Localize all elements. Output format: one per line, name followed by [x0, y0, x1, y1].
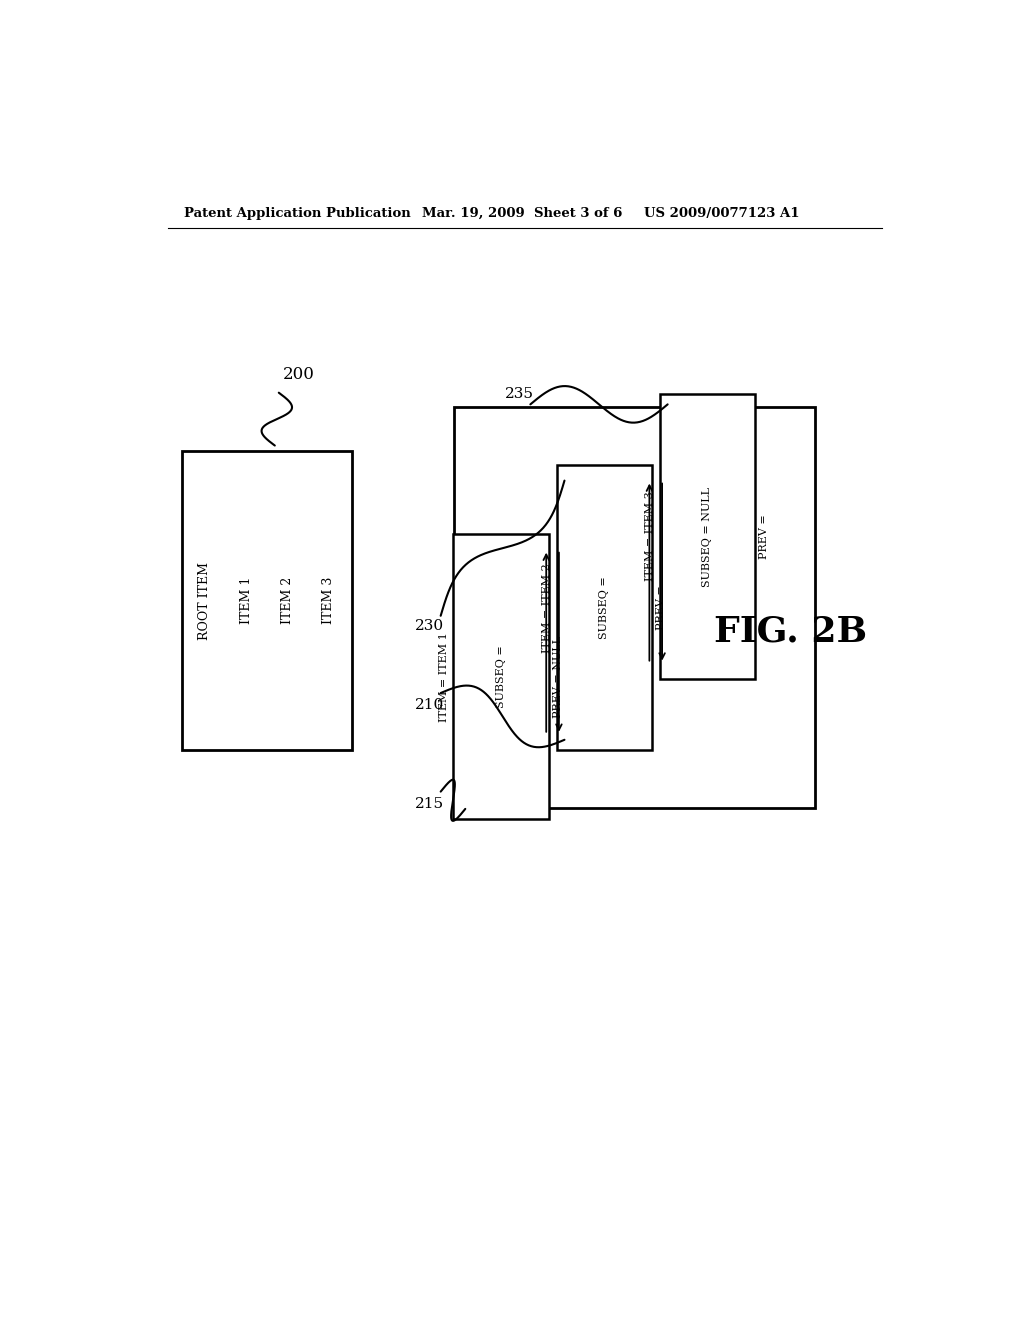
Bar [181, 450, 352, 751]
Bar [454, 407, 815, 808]
Text: ITEM 3: ITEM 3 [323, 577, 335, 624]
Bar [557, 466, 652, 750]
Text: ITEM 1: ITEM 1 [240, 577, 253, 624]
Text: 210: 210 [416, 698, 444, 713]
Text: SUBSEQ =: SUBSEQ = [496, 645, 506, 708]
Text: ITEM = ITEM 2: ITEM = ITEM 2 [542, 562, 552, 652]
Text: Mar. 19, 2009  Sheet 3 of 6: Mar. 19, 2009 Sheet 3 of 6 [422, 207, 622, 220]
Text: US 2009/0077123 A1: US 2009/0077123 A1 [644, 207, 800, 220]
Text: PREV =: PREV = [656, 585, 667, 630]
Text: 200: 200 [283, 366, 314, 383]
Bar [659, 395, 755, 678]
Text: 230: 230 [416, 619, 444, 634]
Bar [454, 535, 549, 818]
Text: ITEM = ITEM 1: ITEM = ITEM 1 [439, 632, 449, 722]
Text: Patent Application Publication: Patent Application Publication [183, 207, 411, 220]
Text: SUBSEQ = NULL: SUBSEQ = NULL [702, 487, 713, 586]
Text: PREV = NULL: PREV = NULL [553, 636, 563, 718]
Text: ITEM = ITEM 3: ITEM = ITEM 3 [645, 491, 655, 581]
Text: 215: 215 [416, 797, 444, 810]
Text: 235: 235 [505, 387, 534, 401]
Text: ITEM 2: ITEM 2 [281, 577, 294, 624]
Text: PREV =: PREV = [760, 513, 769, 558]
Text: ROOT ITEM: ROOT ITEM [199, 561, 212, 639]
Text: SUBSEQ =: SUBSEQ = [599, 577, 609, 639]
Text: FIG. 2B: FIG. 2B [714, 614, 867, 648]
